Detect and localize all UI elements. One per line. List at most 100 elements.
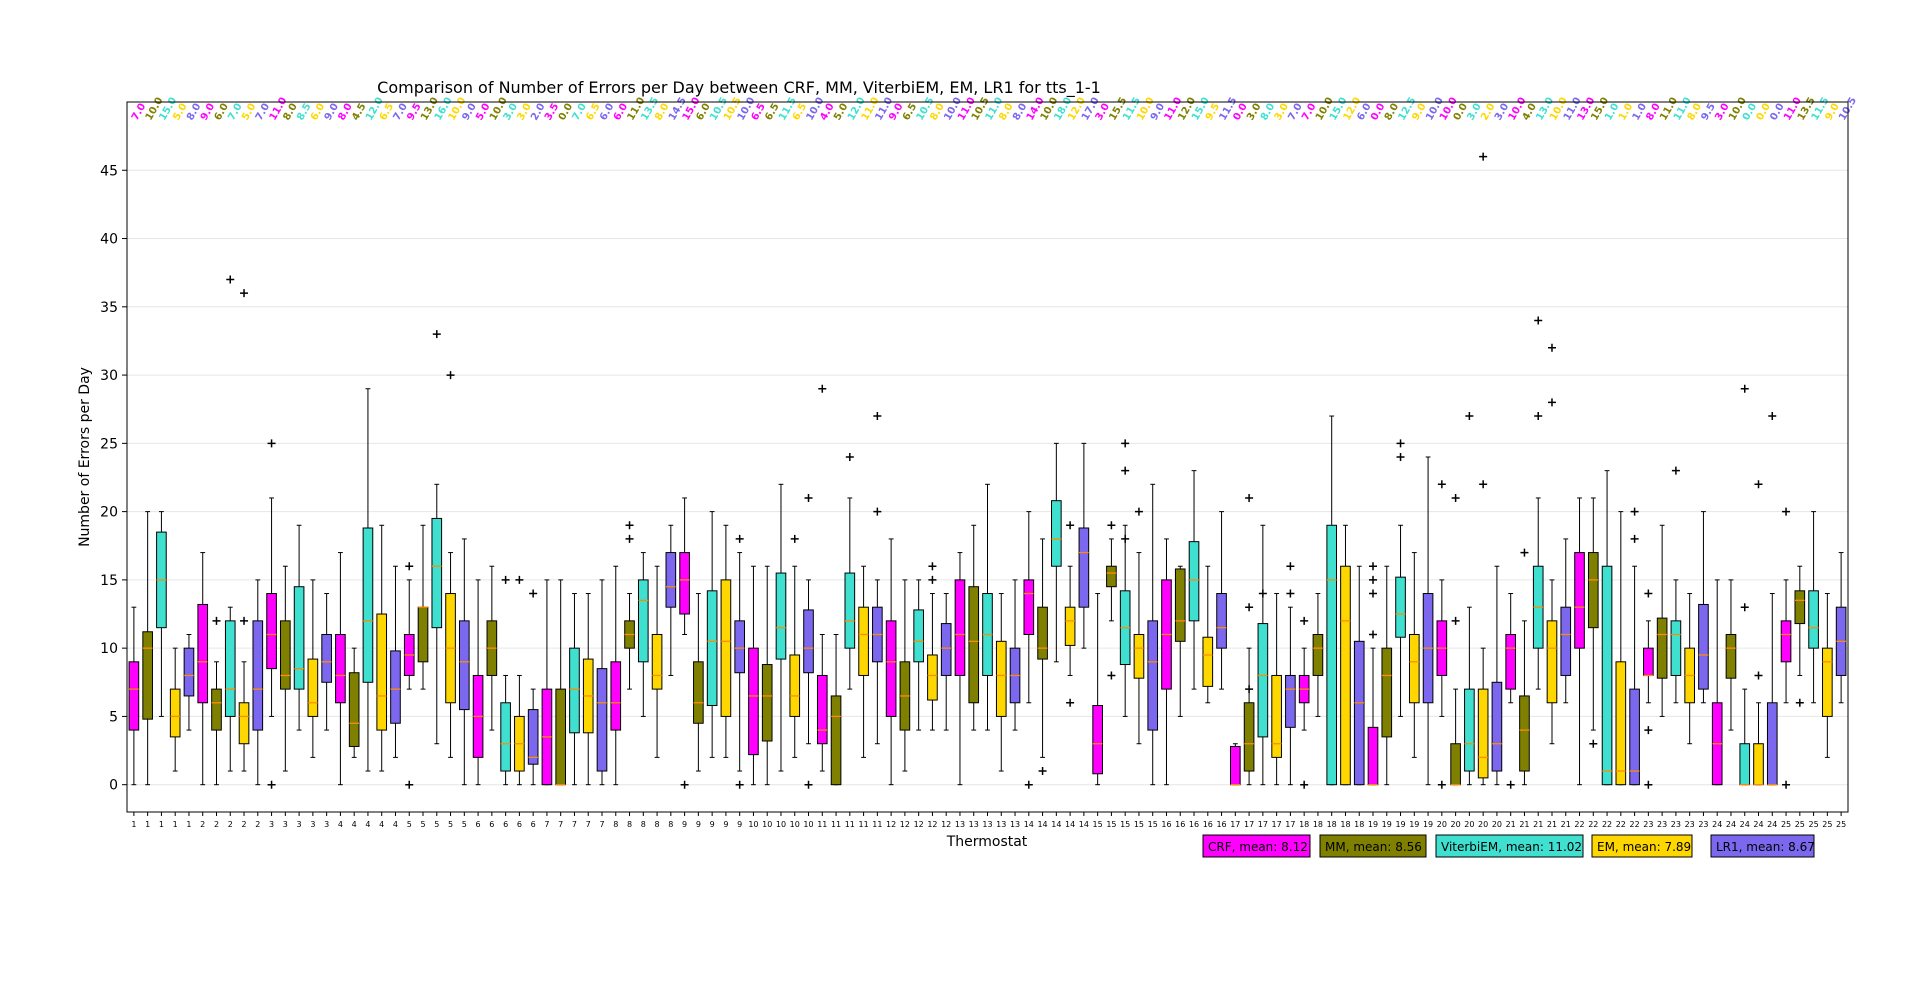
x-tick-label: 16 <box>1216 820 1226 829</box>
box-14-CRF <box>1023 511 1035 789</box>
legend-swatch <box>1591 834 1693 858</box>
x-tick-label: 2 <box>255 820 260 829</box>
box-11-CRF <box>816 384 828 772</box>
x-tick-label: 8 <box>641 820 646 829</box>
outlier-marker <box>1286 589 1295 598</box>
box-body <box>1312 634 1324 676</box>
outlier-marker <box>1795 698 1804 707</box>
box-11-ViterbiEM <box>844 453 856 690</box>
x-tick-label: 21 <box>1506 820 1516 829</box>
box-body <box>1064 606 1076 646</box>
outlier-marker <box>240 616 249 625</box>
box-16-EM <box>1202 565 1214 704</box>
y-tick-label: 0 <box>109 778 118 794</box>
y-tick-label: 5 <box>109 709 118 725</box>
x-tick-label: 1 <box>145 820 150 829</box>
box-24-EM <box>1753 480 1764 786</box>
box-18-EM <box>1340 524 1351 786</box>
x-tick-label: 18 <box>1299 820 1309 829</box>
box-19-MM <box>1381 565 1393 786</box>
legend-label: MM, mean: 8.56 <box>1325 840 1422 854</box>
box-16-CRF <box>1161 538 1172 786</box>
box-15-MM <box>1106 521 1117 680</box>
x-tick-label: 19 <box>1368 820 1378 829</box>
x-tick-label: 21 <box>1547 820 1557 829</box>
box-body <box>348 672 360 747</box>
outlier-marker <box>1245 685 1254 694</box>
box-4-EM <box>376 524 388 772</box>
outlier-marker <box>529 589 538 598</box>
box-body <box>679 552 690 615</box>
box-22-MM <box>1587 497 1599 748</box>
legend-label: EM, mean: 7.89 <box>1597 840 1691 854</box>
x-tick-label: 13 <box>955 820 965 829</box>
outlier-marker <box>446 371 455 380</box>
box-body <box>995 640 1007 717</box>
box-body <box>1615 661 1627 786</box>
x-tick-label: 16 <box>1189 820 1199 829</box>
box-15-ViterbiEM <box>1119 439 1131 717</box>
box-body <box>555 688 567 786</box>
x-tick-label: 20 <box>1464 820 1474 829</box>
outlier-marker <box>1768 412 1777 421</box>
box-body <box>1230 745 1241 786</box>
box-15-EM <box>1133 507 1145 745</box>
box-body <box>885 620 897 717</box>
box-21-EM <box>1546 343 1558 745</box>
chart-title: Comparison of Number of Errors per Day b… <box>377 78 1101 98</box>
box-15-LR1 <box>1147 483 1159 786</box>
outlier-marker <box>240 289 249 298</box>
x-tick-label: 12 <box>914 820 924 829</box>
x-tick-label: 11 <box>845 820 855 829</box>
box-body <box>1670 620 1682 676</box>
x-tick-label: 7 <box>544 820 549 829</box>
box-21-LR1 <box>1560 538 1572 704</box>
box-body <box>1367 726 1379 786</box>
box-body <box>1285 674 1296 728</box>
y-tick-label: 20 <box>100 505 118 521</box>
box-2-MM <box>211 616 222 786</box>
x-tick-label: 23 <box>1685 820 1695 829</box>
outlier-marker <box>1782 780 1791 789</box>
box-body <box>830 695 842 786</box>
box-24-ViterbiEM <box>1739 384 1751 786</box>
box-6-CRF <box>472 579 484 786</box>
box-body <box>1546 620 1558 704</box>
outlier-marker <box>1644 780 1653 789</box>
box-12-LR1 <box>940 593 952 731</box>
outlier-marker <box>790 534 799 543</box>
outlier-marker <box>1107 521 1116 530</box>
box-24-LR1 <box>1766 412 1778 786</box>
box-6-ViterbiEM <box>500 575 511 786</box>
box-11-EM <box>858 565 869 758</box>
x-tick-label: 7 <box>586 820 591 829</box>
box-17-LR1 <box>1285 562 1296 786</box>
box-23-EM <box>1684 593 1695 745</box>
x-tick-label: 2 <box>214 820 219 829</box>
x-tick-label: 2 <box>200 820 205 829</box>
outlier-marker <box>1134 507 1143 516</box>
outlier-marker <box>873 412 882 421</box>
x-tick-label: 14 <box>1079 820 1089 829</box>
x-tick-label: 13 <box>1010 820 1020 829</box>
box-body <box>500 702 511 772</box>
box-body <box>224 620 236 717</box>
box-body <box>362 527 374 683</box>
outlier-marker <box>680 780 689 789</box>
outlier-marker <box>1589 739 1598 748</box>
box-body <box>1464 688 1475 772</box>
box-22-LR1 <box>1629 507 1640 786</box>
box-20-MM <box>1450 493 1461 786</box>
box-4-LR1 <box>390 565 401 758</box>
box-body <box>1078 527 1090 608</box>
outlier-marker <box>1465 412 1474 421</box>
x-tick-label: 15 <box>1093 820 1103 829</box>
outlier-marker <box>804 493 813 502</box>
box-19-LR1 <box>1422 456 1434 786</box>
box-3-CRF <box>266 439 277 789</box>
outlier-marker <box>845 453 854 461</box>
box-body <box>1574 552 1585 649</box>
box-body <box>1381 647 1393 738</box>
box-5-MM <box>417 524 429 690</box>
